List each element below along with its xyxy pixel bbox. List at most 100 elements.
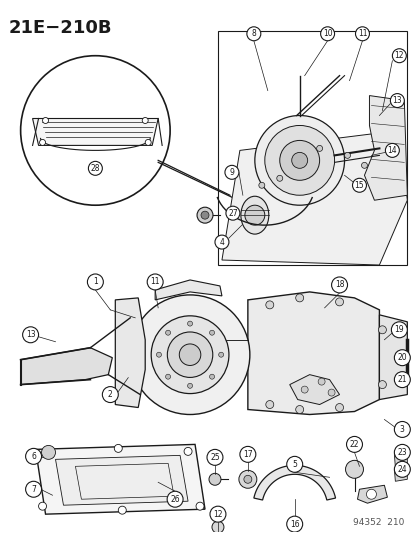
Circle shape	[394, 445, 409, 461]
Circle shape	[394, 462, 409, 477]
Text: 27: 27	[228, 209, 237, 217]
Text: 4: 4	[219, 238, 224, 247]
Polygon shape	[378, 315, 406, 400]
Text: 94352  210: 94352 210	[352, 518, 404, 527]
Circle shape	[165, 374, 170, 379]
Polygon shape	[33, 118, 158, 146]
Circle shape	[26, 481, 41, 497]
Circle shape	[243, 475, 251, 483]
Text: 13: 13	[392, 96, 401, 105]
Circle shape	[151, 316, 228, 393]
Circle shape	[118, 506, 126, 514]
Text: 1: 1	[93, 278, 97, 286]
Text: 3: 3	[399, 425, 404, 434]
Circle shape	[26, 448, 41, 464]
Circle shape	[394, 372, 409, 387]
Circle shape	[224, 165, 238, 179]
Text: 12: 12	[213, 510, 222, 519]
Circle shape	[276, 175, 282, 181]
Circle shape	[244, 205, 264, 225]
Circle shape	[295, 406, 303, 414]
Circle shape	[389, 94, 404, 108]
Circle shape	[38, 502, 46, 510]
Text: 7: 7	[31, 484, 36, 494]
Circle shape	[392, 49, 405, 63]
Circle shape	[218, 352, 223, 357]
Circle shape	[197, 207, 212, 223]
Circle shape	[394, 350, 409, 366]
Circle shape	[355, 27, 368, 41]
Polygon shape	[55, 455, 188, 505]
Circle shape	[390, 322, 406, 338]
Circle shape	[211, 521, 223, 533]
Polygon shape	[247, 292, 378, 415]
Circle shape	[317, 378, 324, 385]
Circle shape	[335, 403, 343, 411]
Polygon shape	[394, 451, 406, 467]
Circle shape	[254, 116, 344, 205]
Circle shape	[366, 489, 375, 499]
Circle shape	[209, 374, 214, 379]
Text: 9: 9	[229, 168, 234, 177]
Circle shape	[43, 117, 48, 124]
Circle shape	[145, 140, 151, 146]
Polygon shape	[115, 298, 145, 408]
Text: 21: 21	[396, 375, 406, 384]
Circle shape	[88, 161, 102, 175]
Circle shape	[286, 456, 302, 472]
Circle shape	[201, 211, 209, 219]
Circle shape	[179, 344, 200, 366]
Text: 6: 6	[31, 452, 36, 461]
Circle shape	[361, 163, 367, 168]
Text: 28: 28	[90, 164, 100, 173]
Text: 13: 13	[26, 330, 36, 340]
Ellipse shape	[240, 196, 268, 234]
Text: 11: 11	[357, 29, 366, 38]
Circle shape	[225, 206, 239, 220]
Circle shape	[346, 437, 362, 453]
Text: 14: 14	[387, 146, 396, 155]
Circle shape	[300, 386, 307, 393]
Circle shape	[167, 332, 212, 377]
Circle shape	[23, 327, 38, 343]
Circle shape	[279, 140, 319, 180]
Text: 22: 22	[349, 440, 358, 449]
Text: 18: 18	[334, 280, 344, 289]
Circle shape	[264, 125, 334, 195]
Polygon shape	[363, 95, 406, 200]
Polygon shape	[21, 348, 112, 385]
Circle shape	[114, 445, 122, 453]
Circle shape	[265, 301, 273, 309]
Circle shape	[295, 294, 303, 302]
Circle shape	[320, 27, 334, 41]
Polygon shape	[289, 375, 339, 405]
Circle shape	[102, 386, 118, 402]
Text: 11: 11	[150, 278, 159, 286]
Circle shape	[351, 179, 366, 192]
Circle shape	[238, 470, 256, 488]
Circle shape	[327, 389, 334, 396]
Text: 21E−210B: 21E−210B	[9, 19, 112, 37]
Circle shape	[385, 143, 399, 157]
Text: 12: 12	[394, 51, 403, 60]
Text: 26: 26	[170, 495, 180, 504]
Polygon shape	[394, 466, 406, 481]
Text: 15: 15	[354, 181, 363, 190]
Circle shape	[142, 117, 148, 124]
Circle shape	[246, 27, 260, 41]
Polygon shape	[155, 280, 221, 300]
Text: 25: 25	[210, 453, 219, 462]
Circle shape	[147, 274, 163, 290]
Circle shape	[331, 277, 347, 293]
Circle shape	[258, 182, 264, 188]
Circle shape	[40, 140, 45, 146]
Polygon shape	[221, 131, 406, 265]
Text: 24: 24	[396, 465, 406, 474]
Circle shape	[335, 298, 343, 306]
Polygon shape	[253, 465, 335, 500]
Circle shape	[156, 352, 161, 357]
Circle shape	[196, 502, 204, 510]
Text: 8: 8	[251, 29, 256, 38]
Text: 20: 20	[396, 353, 406, 362]
Polygon shape	[36, 445, 204, 514]
